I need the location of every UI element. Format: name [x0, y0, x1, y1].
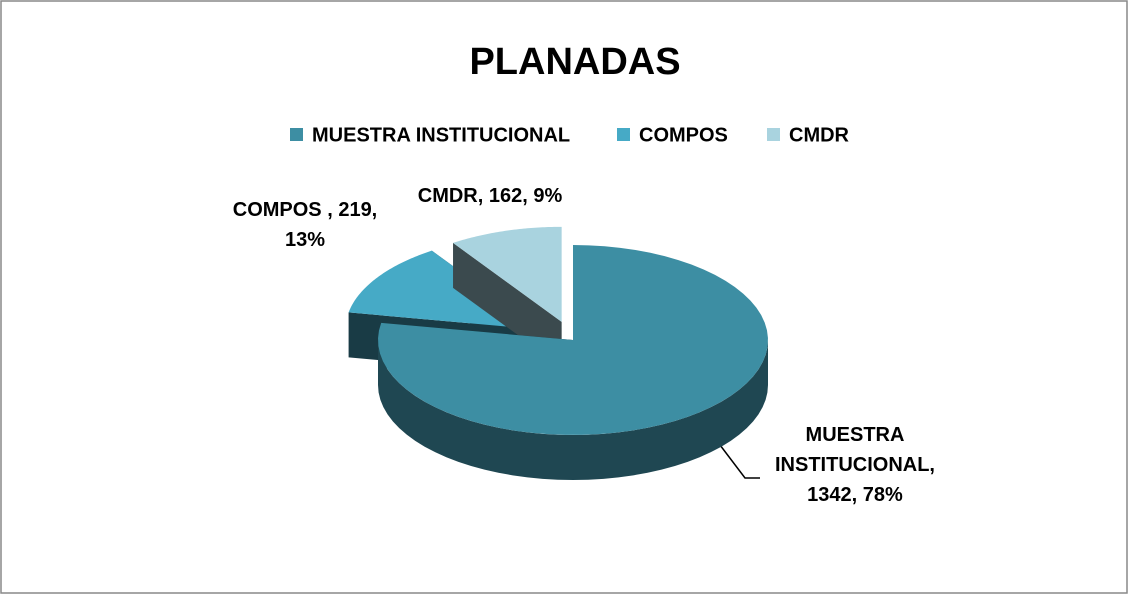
legend-swatch — [767, 128, 780, 141]
legend-label: CMDR — [789, 124, 850, 146]
pie-slice — [378, 245, 768, 480]
chart-title: PLANADAS — [469, 41, 680, 83]
legend-swatch — [290, 128, 303, 141]
slice-side — [378, 340, 768, 480]
pie-slice — [453, 226, 562, 367]
data-label: COMPOS , 219, 13% — [232, 199, 378, 251]
legend-swatch — [617, 128, 630, 141]
legend-label: MUESTRA INSTITUCIONAL — [312, 124, 570, 146]
slice-wall — [453, 242, 562, 367]
legend-label: COMPOS — [639, 124, 728, 146]
data-label: CMDR, 162, 9% — [417, 185, 563, 207]
leader-line — [719, 444, 760, 479]
data-label: MUESTRA INSTITUCIONAL, 1342, 78% — [775, 424, 935, 506]
slice-top — [378, 245, 768, 435]
slice-top — [453, 226, 562, 322]
